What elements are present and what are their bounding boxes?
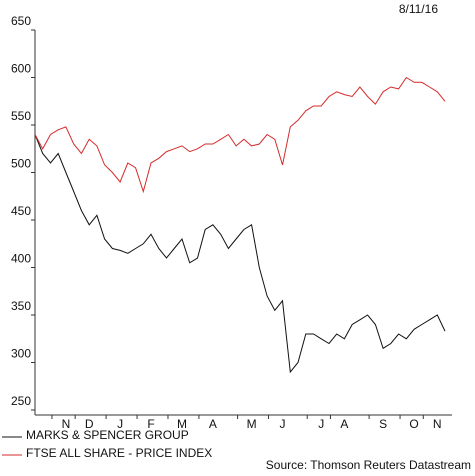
y-tick-label: 450 xyxy=(11,204,31,218)
x-tick-label: S xyxy=(379,417,387,431)
x-tick-label: N xyxy=(62,417,71,431)
x-tick-label: M xyxy=(177,417,187,431)
y-tick-label: 400 xyxy=(11,252,31,266)
x-tick-label: N xyxy=(433,417,442,431)
x-tick-label: J xyxy=(318,417,324,431)
y-tick-label: 300 xyxy=(11,347,31,361)
x-tick-label: A xyxy=(209,417,217,431)
y-tick-label: 350 xyxy=(11,299,31,313)
x-tick-label: D xyxy=(85,417,94,431)
y-tick-label: 500 xyxy=(11,157,31,171)
x-tick-label: J xyxy=(117,417,123,431)
x-tick-label: F xyxy=(147,417,154,431)
x-tick-label: M xyxy=(247,417,257,431)
y-tick-label: 650 xyxy=(11,14,31,28)
legend-label: MARKS & SPENCER GROUP xyxy=(26,428,189,442)
x-tick-label: A xyxy=(340,417,348,431)
x-tick-label: J xyxy=(280,417,286,431)
source-note: Source: Thomson Reuters Datastream xyxy=(266,458,471,472)
y-tick-label: 250 xyxy=(11,394,31,408)
y-tick-label: 550 xyxy=(11,109,31,123)
date-label: 8/11/16 xyxy=(399,2,438,16)
legend-label: FTSE ALL SHARE - PRICE INDEX xyxy=(26,446,212,460)
series-line xyxy=(34,134,446,374)
series-line xyxy=(34,76,446,194)
y-tick-label: 600 xyxy=(11,62,31,76)
x-tick-label: O xyxy=(409,417,418,431)
